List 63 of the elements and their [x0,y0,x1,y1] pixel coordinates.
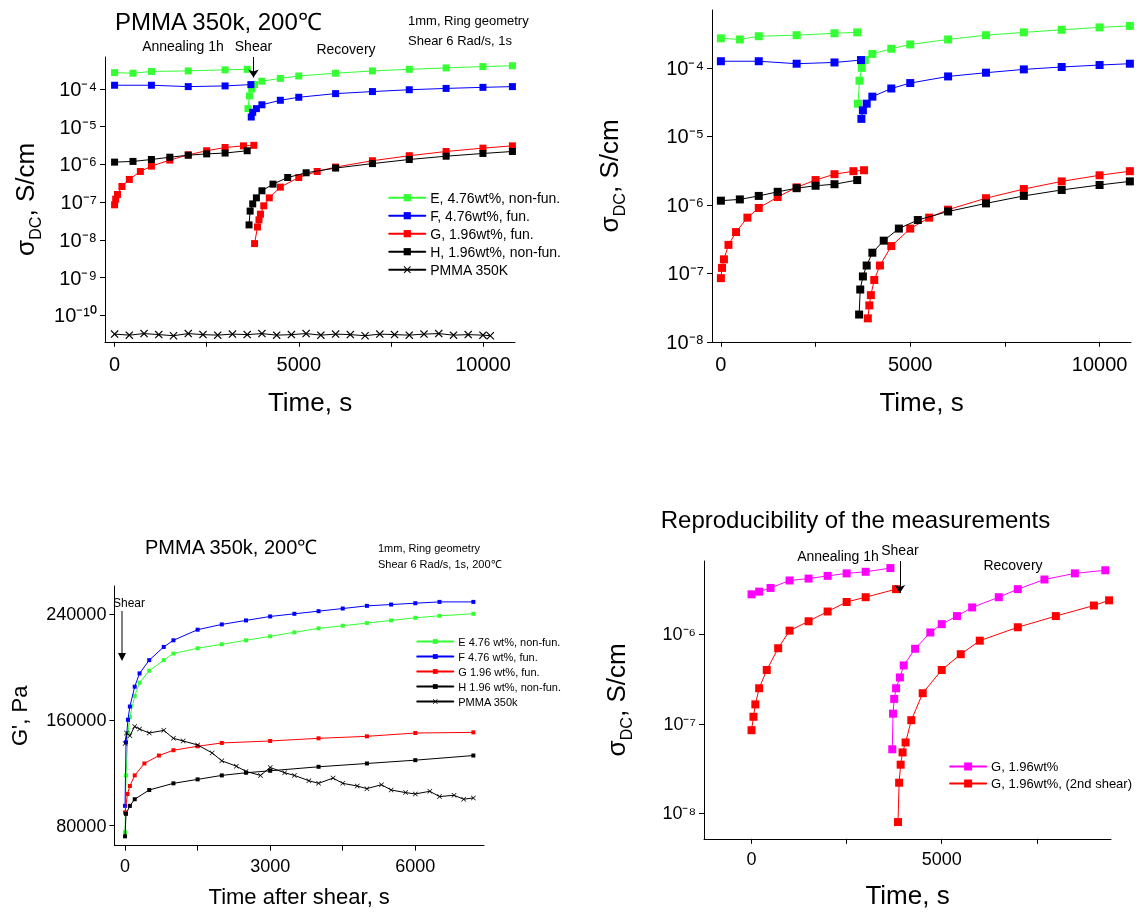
x-tick-label: 5000 [276,352,322,375]
legend-label: H, 1.96wt%, non-fun. [430,243,562,260]
x-tick-label: 5000 [921,849,962,870]
text: Recovery [316,41,376,57]
y-tick-label: 10⁻⁷ [663,713,696,734]
x-tick-label: 0 [120,856,131,877]
x-tick-label: 0 [746,849,757,870]
legend-label: PMMA 350K [430,261,509,278]
y-axis-title: σDC, S/cm [593,119,628,233]
y-tick-label: 10⁻¹⁰ [54,304,97,327]
chart-title: PMMA 350k, 200℃ [145,536,318,558]
y-axis-title: σDC, S/cm [600,643,635,757]
annotation: Shear [234,38,273,54]
y-tick-label: 10⁻⁹ [59,266,97,289]
y-tick-label: 10⁻⁴ [59,77,97,100]
chart-title: Reproducibility of the measurements [660,505,1051,533]
annotation: Annealing 1h [797,548,879,564]
legend-label: G, 1.96wt%, (2nd shear) [991,776,1133,791]
text: Annealing 1h [142,38,224,54]
y-tick-label: 10⁻⁸ [662,803,696,824]
legend-label: E, 4.76wt%, non-fun. [430,189,561,206]
legend-label: H 1.96 wt%, non-fun. [458,680,562,693]
legend-label: G, 1.96wt% [991,759,1059,774]
y-tick-label: 10⁻⁶ [662,624,696,645]
x-tick-label: 0 [715,352,727,375]
text: Shear 6 Rad/s, 1s, 200℃ [378,558,502,570]
legend-label: G 1.96 wt%, fun. [458,665,540,678]
legend-label: G, 1.96wt%, fun. [430,225,534,242]
legend-label: E 4.76 wt%, non-fun. [458,635,561,648]
x-tick-label: 3000 [250,856,291,877]
y-tick-label: 10⁻⁷ [60,191,97,214]
y-axis-title: σDC, S/cm [9,142,44,256]
legend-label: F, 4.76wt%, fun. [430,207,530,224]
x-axis-title: Time, s [267,387,353,417]
y-tick-label: 10⁻⁵ [666,125,704,148]
y-tick-label: 10⁻⁶ [59,153,97,176]
y-tick-label: 10⁻⁶ [666,193,704,216]
y-tick-label: 10⁻⁸ [666,330,704,353]
annotation: Recovery [983,557,1043,573]
y-tick-label: 10⁻⁷ [667,262,704,285]
y-tick-label: 80000 [56,815,107,836]
text: 1mm, Ring geometry [408,12,530,28]
x-tick-label: 10000 [1071,352,1128,375]
x-tick-label: 6000 [395,856,436,877]
annotation: Shear [881,542,919,558]
y-tick-label: 240000 [46,603,107,624]
y-tick-label: 10⁻⁸ [59,228,97,251]
x-tick-label: 5000 [887,352,933,375]
text: 1mm, Ring geometry [378,542,481,554]
x-tick-label: 10000 [455,352,511,375]
chart-title: PMMA 350k, 200℃ [115,7,322,35]
legend-label: F 4.76 wt%, fun. [458,650,538,663]
text: Shear 6 Rad/s, 1s [408,32,513,48]
x-axis-title: Time after shear, s [208,884,390,910]
x-axis-title: Time, s [865,880,950,910]
annotation: Shear [112,596,146,610]
x-tick-label: 0 [109,352,121,375]
y-tick-label: 10⁻⁴ [666,56,704,79]
y-axis-title: G', Pa [6,684,32,747]
x-axis-title: Time, s [879,387,964,417]
y-tick-label: 160000 [46,709,107,730]
y-tick-label: 10⁻⁵ [59,115,97,138]
legend-label: PMMA 350k [458,695,519,708]
